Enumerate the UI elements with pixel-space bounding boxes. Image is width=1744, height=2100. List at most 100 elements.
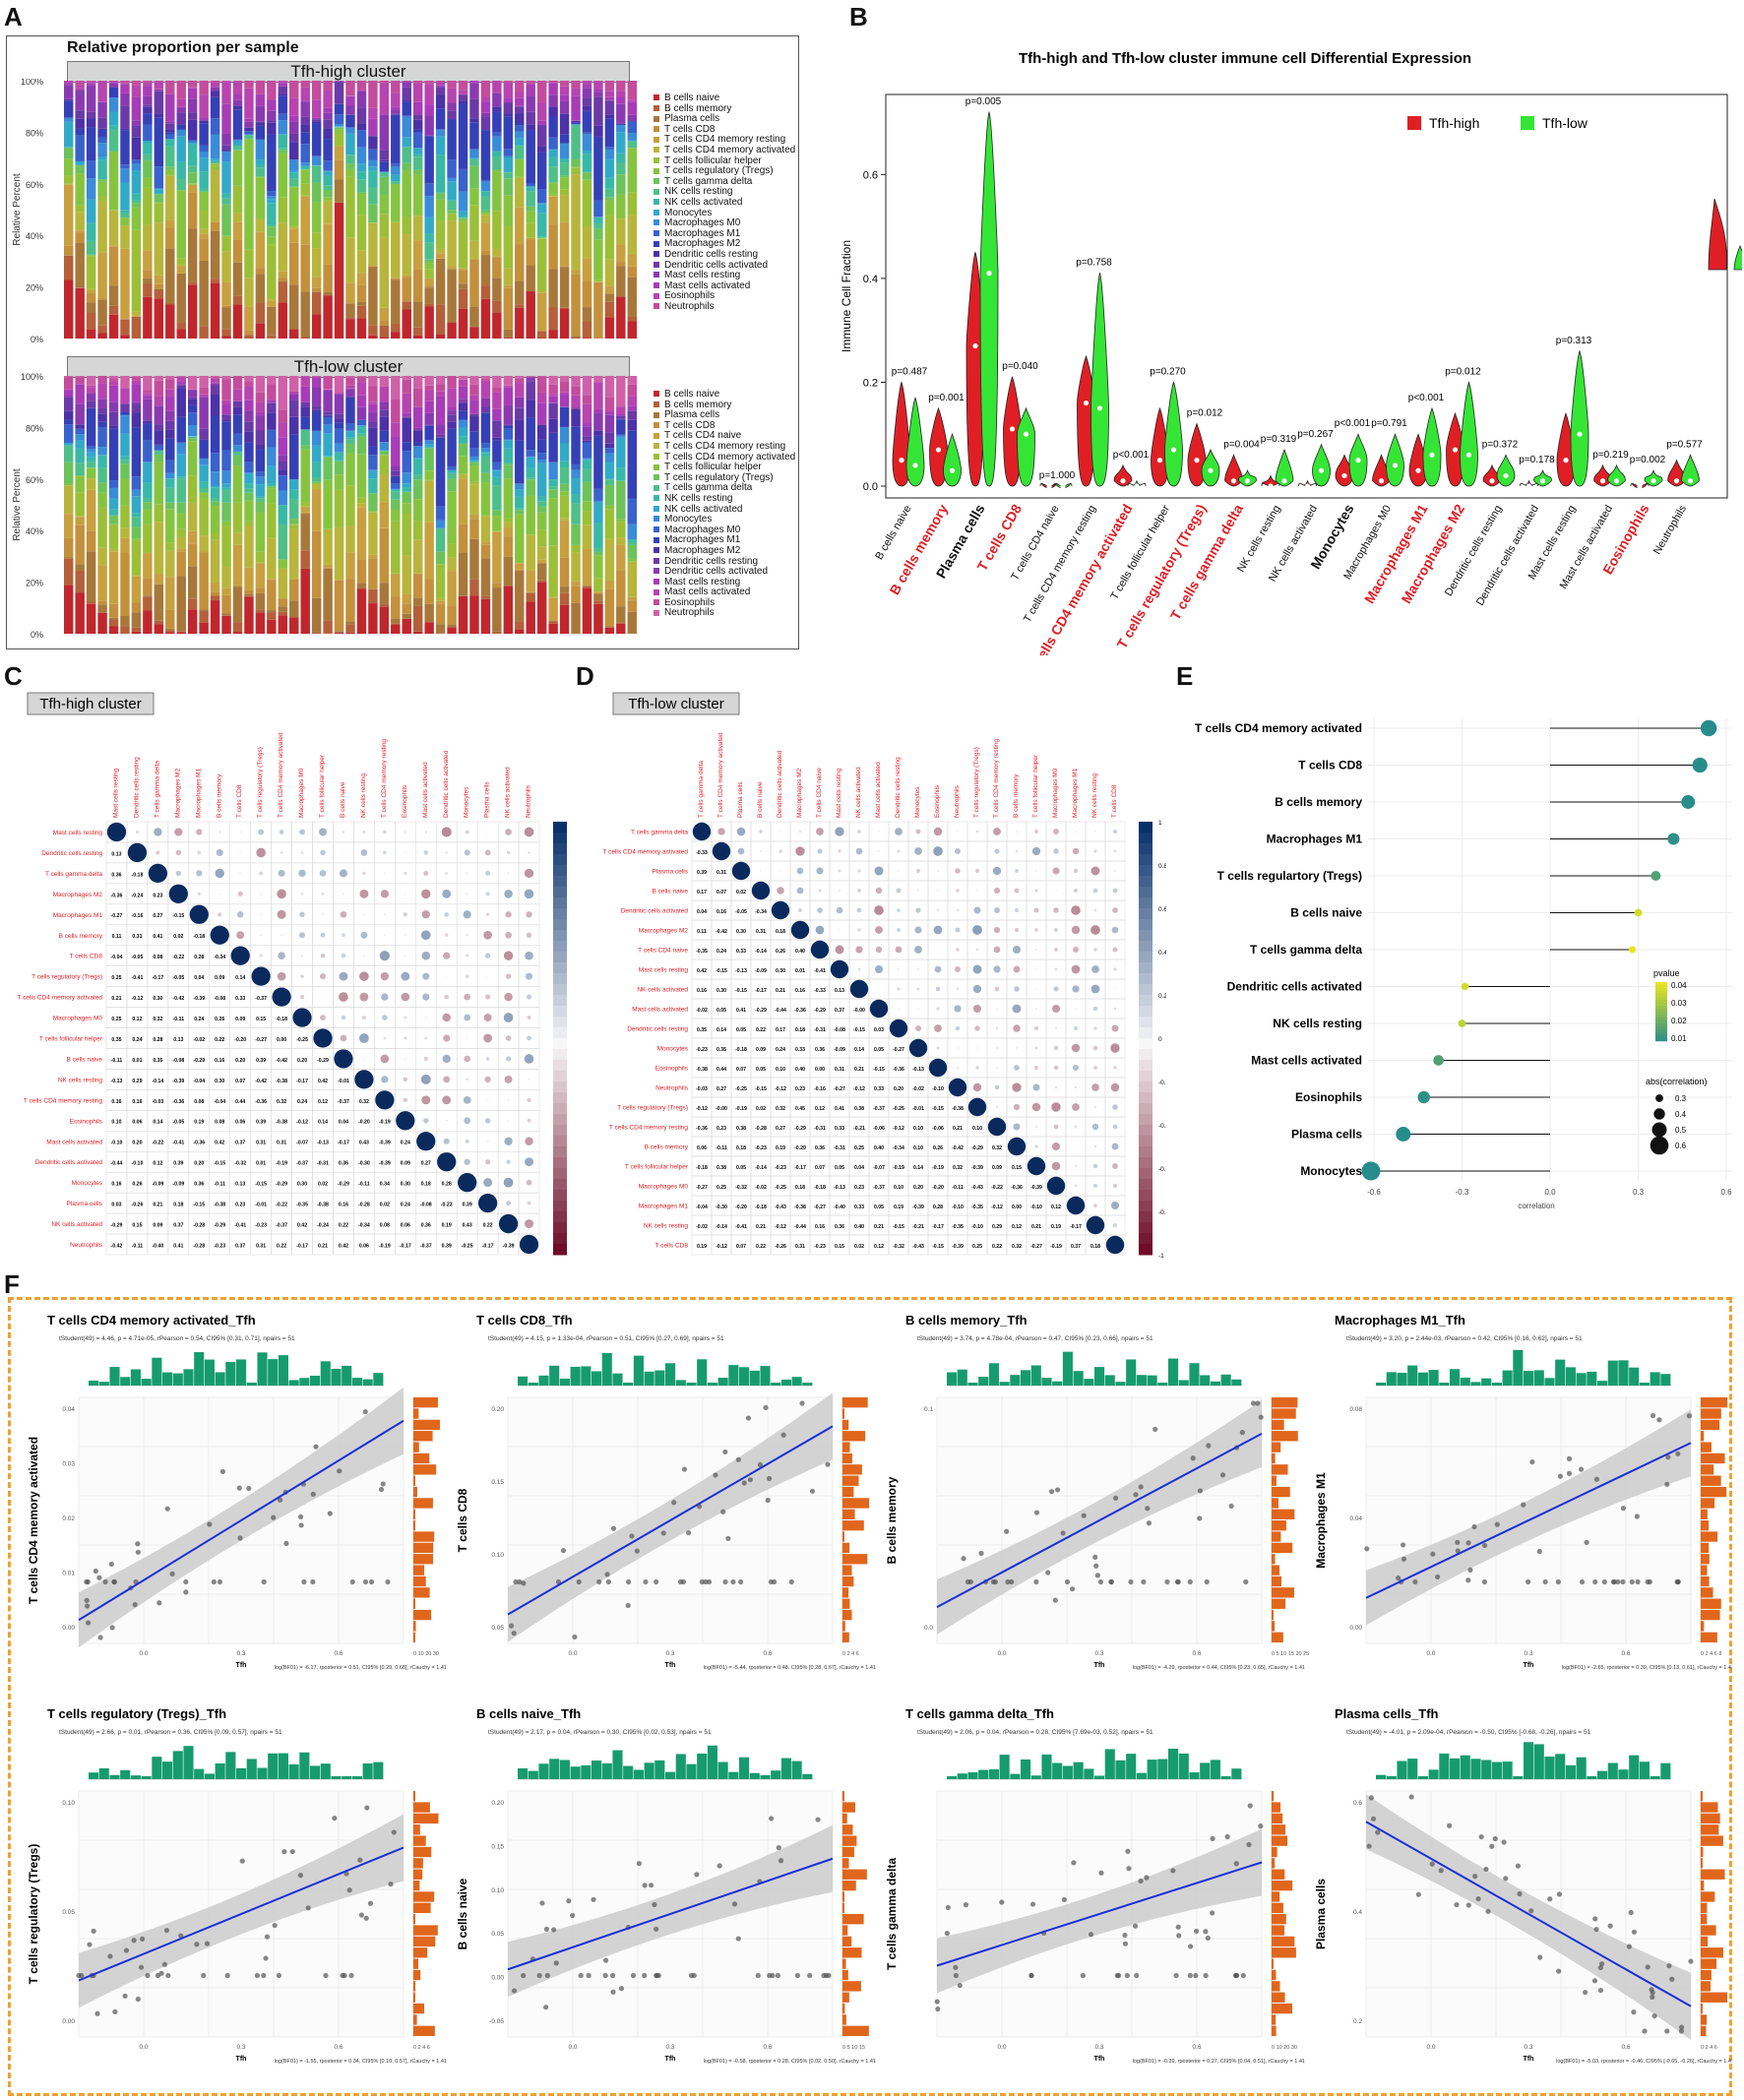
panel-a-bar-segment <box>492 111 502 133</box>
panel-a-bar-segment <box>424 259 434 264</box>
legend-swatch <box>654 443 659 450</box>
panel-b-category-label: T cells gamma delta <box>1167 501 1246 622</box>
panel-e-xtick: 0.3 <box>1633 1188 1645 1197</box>
panel-a-bar-segment <box>86 603 96 634</box>
panel-a-bar-segment <box>108 498 119 510</box>
heatmap-circle <box>779 831 781 833</box>
panel-a-bar-segment <box>323 265 333 292</box>
scatter-point <box>96 1575 102 1580</box>
panel-e-legend-gradient <box>1655 1018 1667 1021</box>
heatmap-circle <box>445 1119 448 1122</box>
panel-a-bar-segment <box>435 193 446 200</box>
panel-a-bar-segment <box>356 382 367 396</box>
heatmap-value: 0.20 <box>913 1185 923 1191</box>
scatter-point <box>297 1513 304 1520</box>
panel-a-bar-segment <box>345 396 355 398</box>
panel-a-bar-segment <box>559 461 570 467</box>
scatter-point <box>677 1578 684 1585</box>
heatmap-circle <box>525 1137 533 1145</box>
panel-a-bar-segment <box>154 166 164 189</box>
panel-a-bar-segment <box>300 101 310 117</box>
panel-a-bar-segment <box>379 150 390 160</box>
panel-a-bar-segment <box>267 224 277 227</box>
heatmap-value: 0.26 <box>215 1017 224 1022</box>
panel-a-bar-segment <box>210 82 220 88</box>
heatmap-circle <box>299 829 305 835</box>
heatmap-value: 0.41 <box>835 1106 844 1112</box>
heatmap-value: 0.13 <box>835 988 844 994</box>
panel-b-violin-low <box>1644 468 1663 487</box>
heatmap-circle <box>218 893 221 896</box>
panel-a-bar-segment <box>503 149 514 156</box>
heatmap-value: 0.09 <box>401 1161 410 1167</box>
panel-a-bar-segment <box>255 471 266 477</box>
heatmap-circle <box>465 830 469 834</box>
heatmap-value: 0.07 <box>815 1165 825 1171</box>
heatmap-circle <box>1113 1007 1117 1011</box>
legend-label: T cells CD8 <box>664 419 716 431</box>
scatter-top-hist-bar <box>1104 1375 1115 1386</box>
panel-a-bar-segment <box>154 113 164 118</box>
panel-a-bar-segment <box>255 274 266 303</box>
panel-b-pvalue: p<0.001 <box>1335 418 1371 429</box>
panel-a-bar-segment <box>412 597 423 606</box>
panel-a-bar-segment <box>548 149 558 151</box>
heatmap-circle <box>379 951 390 961</box>
heatmap-circle <box>1093 1204 1097 1207</box>
panel-a-bar-segment <box>75 230 85 233</box>
panel-a-bar-segment <box>345 632 355 634</box>
panel-a-bar-segment <box>515 176 525 178</box>
panel-a-bar-segment <box>199 81 209 95</box>
panel-a-bar-segment <box>368 107 378 119</box>
heatmap-row-label: Plasma cells <box>653 868 689 875</box>
panel-a-bar-segment <box>402 275 411 278</box>
panel-a-bar-segment <box>627 384 637 397</box>
panel-a-bar-segment <box>571 386 581 396</box>
scatter-right-hist-bar <box>413 1554 434 1565</box>
heatmap-value: 0.16 <box>111 1099 121 1105</box>
scatter-ylabel: T cells CD8 <box>456 1488 469 1552</box>
panel-a-bar-segment <box>64 175 74 184</box>
legend-swatch <box>654 94 659 101</box>
panel-a-ytick: 20% <box>26 579 43 588</box>
panel-a-bar-segment <box>368 401 378 404</box>
heatmap-value: 0.41 <box>153 934 162 940</box>
panel-a-bar-segment <box>515 81 525 93</box>
heatmap-circle <box>1090 866 1100 876</box>
panel-a-bar-segment <box>604 505 615 510</box>
panel-a-bar-segment <box>627 121 637 134</box>
scatter-confidence-band <box>508 1392 833 1642</box>
panel-a-bar-segment <box>75 85 85 89</box>
scatter-top-hist-bar <box>791 1377 802 1386</box>
panel-a-bar-segment <box>267 503 277 538</box>
panel-a-bar-segment <box>154 424 164 431</box>
heatmap-circle <box>1072 847 1080 855</box>
heatmap-circle <box>339 971 348 981</box>
scatter-top-hist-bar <box>268 1359 279 1386</box>
heatmap-circle <box>319 870 327 877</box>
heatmap-circle <box>857 967 861 971</box>
panel-a-bar-segment <box>424 444 434 448</box>
panel-a-bar-segment <box>108 87 119 89</box>
panel-a-bar-segment <box>300 168 310 170</box>
panel-a-bar-segment <box>232 94 243 100</box>
panel-a-bar-segment <box>210 505 220 533</box>
heatmap-circle <box>526 932 532 938</box>
heatmap-circle <box>401 971 410 981</box>
legend-label: T cells CD4 memory resting <box>664 134 786 146</box>
heatmap-row-label: Mast cells activated <box>632 1006 688 1013</box>
panel-a-bar-segment <box>345 114 355 128</box>
panel-a-bar-segment <box>244 400 254 411</box>
heatmap-row-label: Macrophages M0 <box>53 1016 103 1022</box>
scatter-ytick: 0.04 <box>62 1406 75 1413</box>
heatmap-row-label: Macrophages M0 <box>639 1183 689 1190</box>
panel-a-bar-segment <box>469 579 479 596</box>
panel-a-bar-segment <box>323 411 333 415</box>
heatmap-circle <box>1072 1064 1080 1072</box>
heatmap-value: -0.42 <box>111 1243 123 1249</box>
panel-a-bar-segment <box>97 200 107 253</box>
panel-e-legend-gradient <box>1655 1038 1667 1042</box>
panel-a-bar-segment <box>424 84 434 105</box>
panel-a-bar-segment <box>492 387 502 393</box>
panel-a-bar-segment <box>345 303 355 318</box>
